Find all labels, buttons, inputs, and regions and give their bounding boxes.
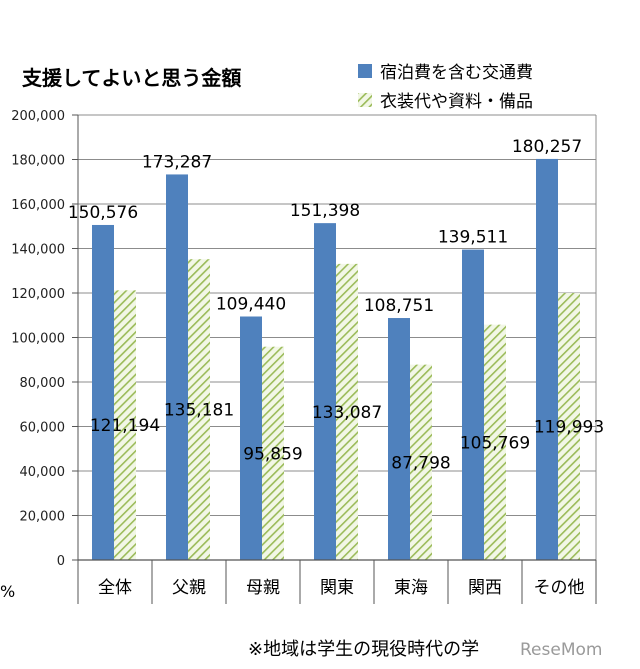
- bar-series-1: [388, 318, 410, 560]
- y-tick-label: 160,000: [11, 198, 65, 213]
- legend-swatch-series-2: [358, 93, 372, 107]
- data-label-series-2: 87,798: [391, 453, 450, 473]
- y-tick-label: 40,000: [20, 465, 66, 480]
- bar-series-1: [314, 223, 336, 560]
- y-tick-label: 200,000: [11, 109, 65, 124]
- x-tick-label: 関西: [468, 578, 502, 598]
- data-label-series-1: 173,287: [142, 152, 212, 172]
- legend-label-series-1: 宿泊費を含む交通費: [380, 63, 533, 83]
- watermark-logo: ReseMom: [520, 640, 602, 660]
- bar-series-1: [240, 316, 262, 560]
- y-tick-label: 0: [57, 554, 65, 569]
- bars: [92, 158, 580, 561]
- y-tick-label: 140,000: [11, 243, 65, 258]
- data-label-series-1: 150,576: [68, 203, 138, 223]
- data-label-series-1: 180,257: [512, 137, 582, 157]
- bar-series-1: [536, 158, 558, 561]
- data-label-series-2: 135,181: [164, 401, 234, 421]
- x-tick-label: 関東: [320, 578, 354, 598]
- bar-series-2: [336, 263, 358, 560]
- y-tick-label: 120,000: [11, 287, 65, 302]
- data-label-series-2: 119,993: [534, 418, 604, 438]
- bar-series-1: [166, 174, 188, 560]
- bar-series-2: [114, 290, 136, 560]
- data-label-series-1: 151,398: [290, 201, 360, 221]
- axes: 0 20,000 40,000 60,000 80,000 100,000 120,000 1…: [11, 109, 597, 604]
- y-tick-label: 60,000: [20, 421, 66, 436]
- data-label-series-2: 105,769: [460, 433, 530, 453]
- bar-series-1: [462, 249, 484, 561]
- y-tick-label: 180,000: [11, 154, 65, 169]
- left-edge-percent: %: [0, 582, 15, 601]
- data-labels: 150,576 121,194 173,287 135,181 109,440 95,85…: [68, 137, 604, 473]
- y-tick-label: 100,000: [11, 332, 65, 347]
- x-tick-label: 母親: [246, 578, 280, 598]
- legend-swatch-series-1: [358, 64, 372, 78]
- bar-series-2: [188, 259, 210, 560]
- data-label-series-1: 109,440: [216, 294, 286, 314]
- x-tick-label: 東海: [394, 578, 428, 598]
- data-label-series-2: 133,087: [312, 403, 382, 423]
- bar-series-2: [262, 346, 284, 560]
- data-label-series-2: 121,194: [90, 416, 160, 436]
- bar-series-2: [410, 364, 432, 560]
- bar-series-1: [92, 224, 114, 561]
- y-tick-label: 80,000: [20, 376, 66, 391]
- x-tick-label: 父親: [172, 578, 206, 598]
- x-tick-label: その他: [534, 578, 585, 598]
- legend-label-series-2: 衣装代や資料・備品: [380, 92, 533, 112]
- y-tick-label: 20,000: [20, 510, 66, 525]
- data-label-series-2: 95,859: [243, 444, 302, 464]
- bar-series-2: [484, 324, 506, 560]
- x-tick-label: 全体: [98, 578, 132, 598]
- chart-title: 支援してよいと思う金額: [22, 66, 241, 90]
- data-label-series-1: 108,751: [364, 296, 434, 316]
- data-label-series-1: 139,511: [438, 228, 508, 248]
- bar-series-2: [558, 293, 580, 560]
- footnote: ※地域は学生の現役時代の学: [248, 639, 479, 660]
